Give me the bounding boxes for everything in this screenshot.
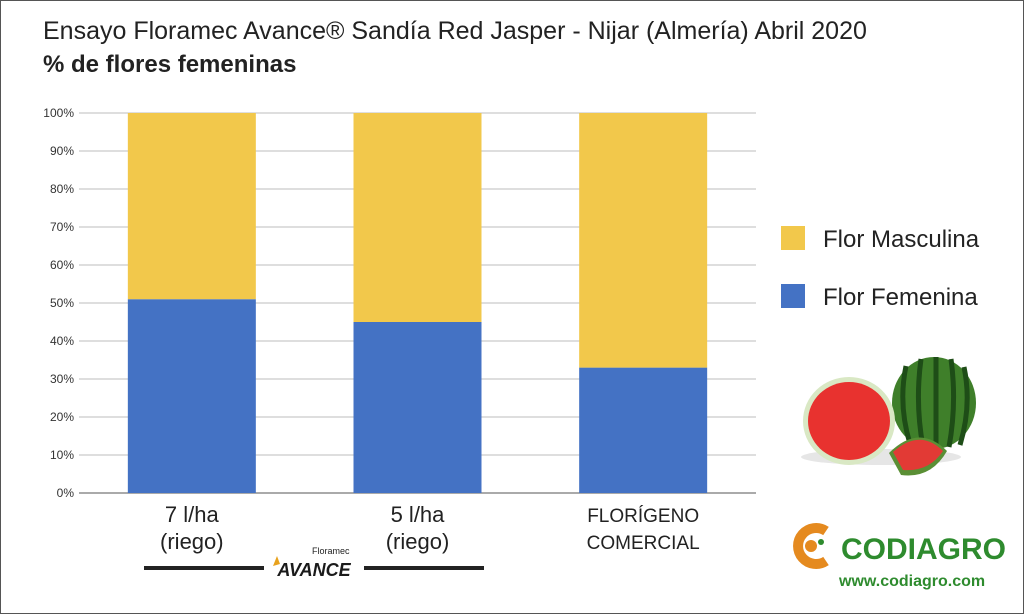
floramec-small-text: Floramec (312, 546, 350, 556)
x-axis-labels: 7 l/ha(riego)5 l/ha(riego)FLORÍGENOCOMER… (160, 502, 700, 554)
y-tick-label: 100% (43, 106, 74, 120)
legend-swatch (781, 284, 805, 308)
bar-femenina (353, 322, 482, 493)
bar-masculina (353, 113, 482, 322)
bar-masculina (127, 113, 256, 300)
bar-femenina (127, 299, 256, 493)
legend: Flor Masculina Flor Femenina (781, 226, 980, 311)
x-tick-label: (riego) (160, 529, 224, 554)
legend-label: Flor Femenina (823, 284, 978, 311)
bar-masculina (579, 113, 708, 368)
avance-mark-icon (273, 556, 280, 566)
y-tick-label: 80% (50, 182, 74, 196)
watermelon-icon (801, 357, 976, 476)
y-tick-label: 90% (50, 144, 74, 158)
y-tick-label: 60% (50, 258, 74, 272)
bar-femenina (579, 367, 708, 493)
avance-text: AVANCE (276, 560, 351, 580)
chart-title: Ensayo Floramec Avance® Sandía Red Jaspe… (43, 17, 867, 45)
y-tick-label: 20% (50, 410, 74, 424)
x-tick-label: COMERCIAL (587, 533, 700, 554)
legend-label: Flor Masculina (823, 226, 980, 253)
chart-subtitle: % de flores femeninas (43, 51, 296, 78)
x-tick-label: 7 l/ha (165, 502, 220, 527)
y-tick-label: 50% (50, 296, 74, 310)
codiagro-name: CODIAGRO (841, 533, 1006, 566)
x-tick-label: 5 l/ha (391, 502, 446, 527)
floramec-avance-logo: Floramec AVANCE (144, 546, 484, 580)
codiagro-logo: CODIAGRO www.codiagro.com (793, 523, 1006, 590)
legend-swatch (781, 226, 805, 250)
y-axis-ticks: 0% 10% 20% 30% 40% 50% 60% 70% 80% 90% 100% (43, 106, 74, 500)
x-tick-label: (riego) (386, 529, 450, 554)
y-tick-label: 10% (50, 448, 74, 462)
y-tick-label: 0% (57, 486, 75, 500)
y-tick-label: 30% (50, 372, 74, 386)
bars (127, 113, 708, 493)
y-tick-label: 40% (50, 334, 74, 348)
x-tick-label: FLORÍGENO (587, 506, 699, 527)
y-tick-label: 70% (50, 220, 74, 234)
codiagro-c-logo-icon (793, 523, 829, 569)
codiagro-url[interactable]: www.codiagro.com (838, 573, 985, 590)
